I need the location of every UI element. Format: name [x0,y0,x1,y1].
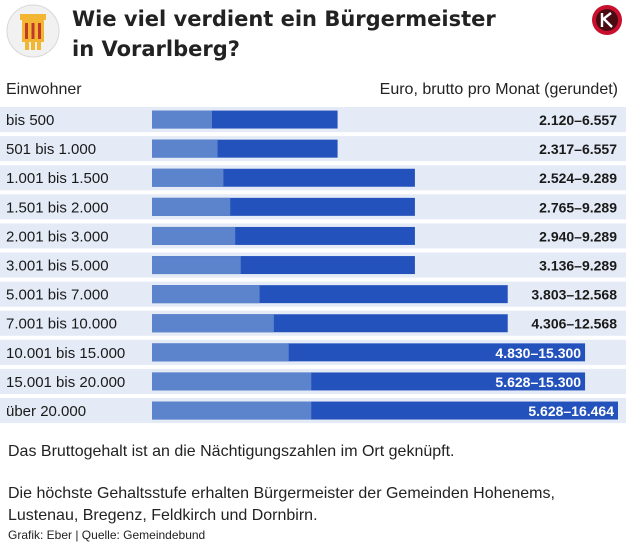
note-nights: Das Bruttogehalt ist an die Nächtigungsz… [8,443,455,460]
bar-min-salary [152,226,236,245]
bar-min-salary [152,343,289,362]
category-label: bis 500 [6,112,54,129]
value-label: 5.628–16.464 [528,403,614,419]
bar-min-salary [152,314,274,333]
category-label: 1.001 bis 1.500 [6,170,109,187]
column-header-residents: Einwohner [6,81,82,98]
category-label: über 20.000 [6,403,86,420]
category-label: 1.501 bis 2.000 [6,199,109,216]
value-label: 4.306–12.568 [531,316,617,332]
category-label: 3.001 bis 5.000 [6,258,109,275]
title-line-1: Wie viel verdient ein Bürgermeister [72,7,496,31]
category-label: 5.001 bis 7.000 [6,287,109,304]
value-label: 2.317–6.557 [539,141,617,157]
category-label: 7.001 bis 10.000 [6,316,117,333]
header: Wie viel verdient ein Bürgermeister in V… [0,0,626,72]
bar-min-salary [152,372,312,391]
column-header-row: Einwohner Euro, brutto pro Monat (gerund… [0,78,626,102]
salary-range-chart: bis 500 2.120–6.557 501 bis 1.000 2.317–6.5… [0,107,626,424]
bar-min-salary [152,256,241,275]
category-label: 10.001 bis 15.000 [6,345,125,362]
category-label: 501 bis 1.000 [6,141,96,158]
value-label: 2.524–9.289 [539,170,617,186]
bar-min-salary [152,197,231,216]
bar-min-salary [152,168,224,187]
bar-min-salary [152,285,260,304]
title-line-2: in Vorarlberg? [72,37,240,61]
value-label: 2.765–9.289 [539,199,617,215]
bar-min-salary [152,401,312,420]
value-label: 3.136–9.289 [539,258,617,274]
bar-min-salary [152,110,213,129]
page-title: Wie viel verdient ein Bürgermeister in V… [72,4,542,64]
value-label: 5.628–15.300 [495,374,581,390]
news-logo-icon [592,5,622,35]
category-label: 15.001 bis 20.000 [6,374,125,391]
value-label: 3.803–12.568 [531,287,617,303]
column-header-salary: Euro, brutto pro Monat (gerundet) [379,81,618,98]
note-highest-tier: Die höchste Gehaltsstufe erhalten Bürger… [8,485,555,524]
vorarlberg-coat-of-arms-icon [6,4,60,58]
value-label: 4.830–15.300 [495,345,581,361]
source-credit: Grafik: Eber | Quelle: Gemeindebund [8,528,206,542]
value-label: 2.120–6.557 [539,112,617,128]
value-label: 2.940–9.289 [539,228,617,244]
category-label: 2.001 bis 3.000 [6,228,109,245]
bar-min-salary [152,139,218,158]
